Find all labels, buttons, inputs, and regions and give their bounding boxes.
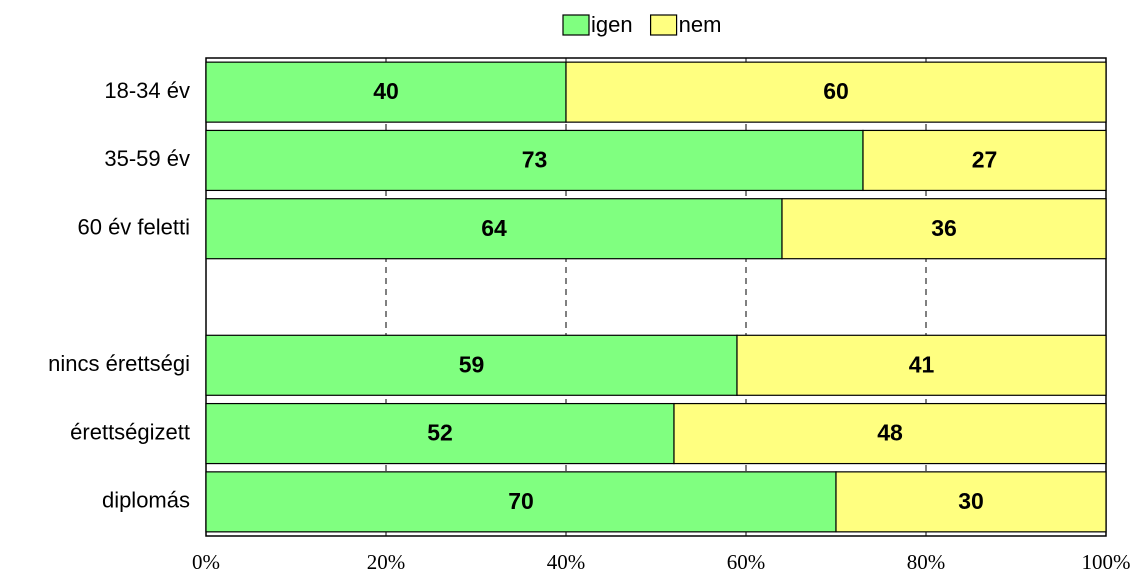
data-label: 60 (823, 78, 849, 104)
x-tick-label: 60% (727, 550, 766, 574)
y-tick-label: érettségizett (70, 419, 190, 444)
bar-segment (565, 61, 1107, 123)
y-tick-label: nincs érettségi (48, 351, 190, 376)
bar-segment (736, 334, 1107, 396)
legend-label: nem (679, 12, 722, 37)
y-tick-label: diplomás (102, 488, 190, 513)
x-tick-label: 40% (547, 550, 586, 574)
x-tick-label: 0% (192, 550, 220, 574)
y-tick-label: 35-59 év (104, 146, 190, 171)
bar-segment (205, 198, 783, 260)
data-label: 41 (909, 351, 935, 377)
x-tick-label: 20% (367, 550, 406, 574)
data-label: 70 (508, 488, 534, 514)
bar-segment (205, 61, 567, 123)
legend-swatch (562, 14, 590, 36)
x-tick-label: 80% (907, 550, 946, 574)
data-label: 27 (972, 147, 998, 173)
plot-frame (205, 57, 1107, 537)
data-label: 30 (958, 488, 984, 514)
bar-segment (205, 129, 864, 192)
bar-segment (673, 402, 1107, 465)
bar-segment (205, 402, 675, 465)
data-label: 73 (522, 147, 548, 173)
data-label: 64 (481, 215, 507, 241)
data-label: 40 (373, 78, 399, 104)
legend-swatch (649, 14, 678, 36)
y-tick-label: 18-34 év (104, 78, 190, 103)
data-label: 59 (459, 351, 485, 377)
bar-segment (781, 198, 1107, 260)
bar-segment (862, 129, 1107, 192)
data-label: 52 (427, 420, 453, 446)
x-tick-label: 100% (1082, 550, 1131, 574)
data-label: 48 (877, 420, 903, 446)
y-tick-label: 60 év feletti (77, 215, 190, 240)
legend-label: igen (591, 12, 633, 37)
bar-segment (205, 471, 837, 533)
data-label: 36 (931, 215, 957, 241)
bar-segment (835, 471, 1107, 533)
